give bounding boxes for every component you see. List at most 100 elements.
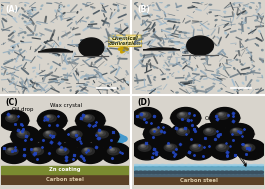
Ellipse shape bbox=[153, 129, 155, 130]
Ellipse shape bbox=[19, 131, 26, 136]
Ellipse shape bbox=[175, 43, 178, 44]
Ellipse shape bbox=[86, 18, 88, 19]
Ellipse shape bbox=[198, 171, 203, 174]
Ellipse shape bbox=[70, 131, 82, 138]
Ellipse shape bbox=[152, 129, 160, 133]
Ellipse shape bbox=[241, 171, 246, 174]
Ellipse shape bbox=[245, 12, 247, 13]
Ellipse shape bbox=[117, 56, 118, 57]
Circle shape bbox=[224, 123, 254, 144]
Text: Carbon steel: Carbon steel bbox=[46, 177, 84, 182]
Ellipse shape bbox=[228, 171, 233, 174]
Ellipse shape bbox=[63, 135, 94, 139]
Ellipse shape bbox=[126, 81, 129, 83]
Ellipse shape bbox=[99, 132, 101, 133]
Ellipse shape bbox=[177, 128, 189, 135]
Ellipse shape bbox=[167, 145, 171, 147]
Ellipse shape bbox=[233, 171, 238, 174]
Ellipse shape bbox=[73, 132, 75, 133]
Ellipse shape bbox=[178, 129, 186, 133]
Polygon shape bbox=[38, 49, 73, 52]
Circle shape bbox=[184, 139, 214, 160]
Ellipse shape bbox=[143, 171, 148, 174]
Ellipse shape bbox=[245, 145, 249, 147]
Circle shape bbox=[210, 108, 240, 128]
Ellipse shape bbox=[219, 113, 222, 114]
Ellipse shape bbox=[36, 34, 37, 35]
Text: Wax crystal: Wax crystal bbox=[50, 103, 82, 121]
Ellipse shape bbox=[237, 171, 242, 174]
Ellipse shape bbox=[24, 152, 55, 156]
Ellipse shape bbox=[232, 164, 238, 166]
Ellipse shape bbox=[182, 58, 185, 59]
Ellipse shape bbox=[209, 148, 240, 152]
Ellipse shape bbox=[47, 132, 49, 133]
Ellipse shape bbox=[157, 92, 160, 93]
Ellipse shape bbox=[159, 1, 162, 3]
Ellipse shape bbox=[203, 171, 208, 174]
Ellipse shape bbox=[247, 73, 248, 74]
Ellipse shape bbox=[249, 7, 251, 8]
Ellipse shape bbox=[190, 144, 203, 151]
Ellipse shape bbox=[138, 112, 151, 119]
Ellipse shape bbox=[30, 86, 32, 87]
Ellipse shape bbox=[14, 31, 15, 32]
Ellipse shape bbox=[58, 148, 66, 153]
Ellipse shape bbox=[193, 145, 197, 147]
Ellipse shape bbox=[225, 32, 227, 34]
Ellipse shape bbox=[0, 73, 4, 74]
Ellipse shape bbox=[82, 115, 94, 122]
Ellipse shape bbox=[236, 59, 238, 60]
Ellipse shape bbox=[89, 135, 120, 139]
Ellipse shape bbox=[131, 116, 162, 120]
Ellipse shape bbox=[55, 55, 57, 56]
Ellipse shape bbox=[138, 144, 151, 151]
Ellipse shape bbox=[180, 129, 182, 130]
Ellipse shape bbox=[184, 33, 187, 34]
Ellipse shape bbox=[215, 19, 217, 21]
Ellipse shape bbox=[179, 129, 184, 131]
Ellipse shape bbox=[192, 145, 200, 149]
Ellipse shape bbox=[195, 68, 197, 71]
Ellipse shape bbox=[241, 64, 243, 65]
Ellipse shape bbox=[247, 6, 248, 7]
Ellipse shape bbox=[103, 88, 106, 89]
Ellipse shape bbox=[143, 13, 147, 14]
Ellipse shape bbox=[141, 113, 145, 115]
Ellipse shape bbox=[31, 148, 43, 155]
Circle shape bbox=[50, 143, 80, 163]
Ellipse shape bbox=[111, 66, 112, 67]
Ellipse shape bbox=[86, 74, 87, 75]
Ellipse shape bbox=[233, 4, 235, 5]
Ellipse shape bbox=[218, 90, 220, 91]
Ellipse shape bbox=[177, 171, 182, 174]
Ellipse shape bbox=[207, 171, 212, 174]
Ellipse shape bbox=[179, 164, 186, 166]
Ellipse shape bbox=[84, 84, 87, 85]
Ellipse shape bbox=[219, 113, 223, 115]
Ellipse shape bbox=[81, 77, 83, 78]
Ellipse shape bbox=[181, 171, 186, 174]
Ellipse shape bbox=[224, 171, 229, 174]
Ellipse shape bbox=[50, 66, 52, 69]
Ellipse shape bbox=[207, 129, 209, 130]
Bar bbox=[134, 176, 264, 185]
Bar bbox=[1, 174, 129, 185]
Circle shape bbox=[76, 110, 105, 131]
Ellipse shape bbox=[146, 164, 153, 166]
Ellipse shape bbox=[98, 42, 100, 43]
Ellipse shape bbox=[133, 164, 140, 166]
Ellipse shape bbox=[219, 145, 223, 147]
Ellipse shape bbox=[216, 144, 229, 151]
Ellipse shape bbox=[142, 113, 144, 114]
Ellipse shape bbox=[259, 171, 264, 174]
Ellipse shape bbox=[223, 68, 226, 69]
Ellipse shape bbox=[8, 115, 12, 118]
Ellipse shape bbox=[81, 9, 82, 10]
Circle shape bbox=[132, 139, 162, 160]
Ellipse shape bbox=[205, 129, 213, 133]
Ellipse shape bbox=[196, 132, 228, 136]
Ellipse shape bbox=[34, 148, 38, 151]
Ellipse shape bbox=[22, 18, 23, 19]
Ellipse shape bbox=[251, 164, 258, 166]
